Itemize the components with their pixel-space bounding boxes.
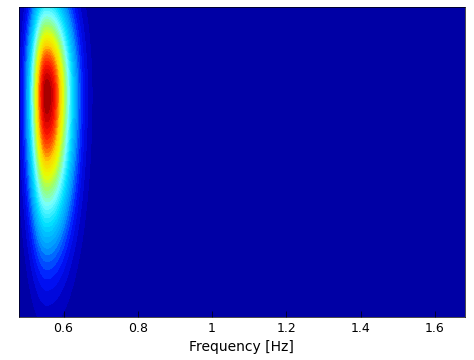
X-axis label: Frequency [Hz]: Frequency [Hz] (189, 340, 294, 354)
